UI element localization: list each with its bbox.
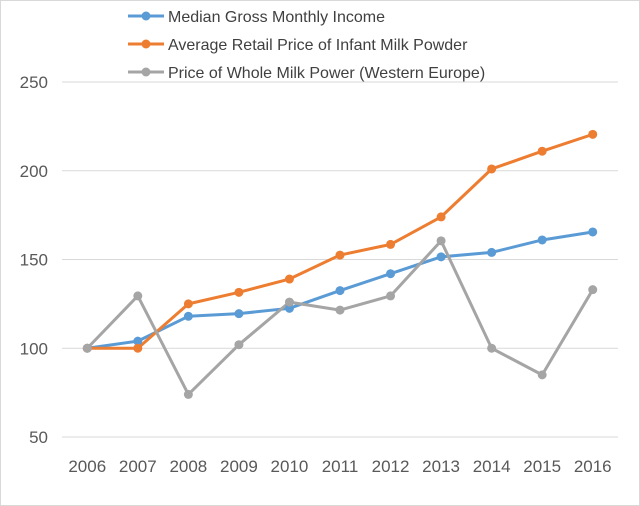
x-tick-label: 2013 <box>422 457 460 476</box>
data-point <box>335 250 345 260</box>
data-point <box>234 340 244 350</box>
x-tick-label: 2010 <box>271 457 309 476</box>
data-point <box>487 343 497 353</box>
y-tick-label: 100 <box>20 339 48 358</box>
series-points <box>82 129 598 399</box>
data-point <box>82 343 92 353</box>
data-point <box>133 343 143 353</box>
data-point <box>183 389 193 399</box>
x-tick-label: 2014 <box>473 457 511 476</box>
x-axis-tick-labels: 2006 2007 2008 2009 2010 2011 2012 2013 2014 2015… <box>68 457 611 476</box>
data-point <box>183 299 193 309</box>
y-axis-tick-labels: 50 100 150 200 250 <box>20 73 48 447</box>
data-point <box>588 129 598 139</box>
data-point <box>436 236 446 246</box>
data-point <box>436 252 446 262</box>
legend-label-1: Average Retail Price of Infant Milk Powd… <box>168 37 468 54</box>
x-tick-label: 2016 <box>574 457 612 476</box>
series-line-1 <box>85 132 595 350</box>
data-point <box>386 291 396 301</box>
gridlines <box>62 81 618 438</box>
y-tick-label: 50 <box>29 428 48 447</box>
data-point <box>183 311 193 321</box>
data-point <box>133 291 143 301</box>
series-lines <box>85 132 595 396</box>
data-point <box>284 274 294 284</box>
data-point <box>487 164 497 174</box>
y-tick-label: 200 <box>20 162 48 181</box>
legend: Median Gross Monthly Income Average Retai… <box>128 9 485 82</box>
data-point <box>588 227 598 237</box>
data-point <box>537 146 547 156</box>
y-tick-label: 150 <box>20 251 48 270</box>
series-line-2 <box>85 239 595 396</box>
data-point <box>386 269 396 279</box>
data-point <box>386 239 396 249</box>
data-point <box>284 297 294 307</box>
x-tick-label: 2012 <box>372 457 410 476</box>
legend-label-2: Price of Whole Milk Power (Western Europ… <box>168 65 485 82</box>
data-point <box>335 286 345 296</box>
data-point <box>234 287 244 297</box>
x-tick-label: 2009 <box>220 457 258 476</box>
data-point <box>234 309 244 319</box>
data-point <box>537 370 547 380</box>
y-tick-label: 250 <box>20 73 48 92</box>
x-tick-label: 2011 <box>322 457 359 476</box>
x-tick-label: 2007 <box>119 457 157 476</box>
legend-marker-1 <box>141 39 151 49</box>
data-point <box>335 305 345 315</box>
x-tick-label: 2006 <box>68 457 106 476</box>
legend-marker-2 <box>141 67 151 77</box>
data-point <box>537 235 547 245</box>
data-point <box>436 212 446 222</box>
data-point <box>133 336 143 346</box>
legend-label-0: Median Gross Monthly Income <box>168 9 385 26</box>
x-tick-label: 2015 <box>523 457 561 476</box>
x-tick-label: 2008 <box>169 457 207 476</box>
data-point <box>588 285 598 295</box>
legend-marker-0 <box>141 11 151 21</box>
data-point <box>487 247 497 257</box>
data-point <box>284 303 294 313</box>
